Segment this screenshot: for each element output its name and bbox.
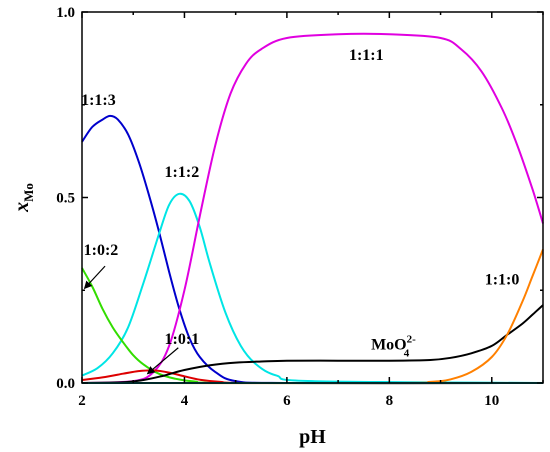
series-line-3 <box>81 32 544 384</box>
series-line-2 <box>81 192 544 384</box>
y-tick-label: 0.0 <box>56 376 75 392</box>
y-tick-label: 0.5 <box>56 191 75 207</box>
label-111: 1:1:1 <box>349 47 384 64</box>
plot-frame <box>81 11 544 384</box>
ticks-layer: 2 4 6 8 10 0.0 0.5 1.0 <box>56 5 544 409</box>
label-101: 1:0:1 <box>165 331 200 348</box>
label-moo4: MoO2-4 <box>371 334 416 360</box>
x-tick-label: 6 <box>283 393 291 409</box>
label-113: 1:1:3 <box>81 92 116 109</box>
label-112: 1:1:2 <box>165 164 200 181</box>
y-axis-title: xMo <box>11 183 36 213</box>
arrow-101 <box>146 347 179 375</box>
y-axis-title-main: x <box>11 202 33 213</box>
annotation-layer: 1:1:3 1:1:2 1:1:1 1:0:2 1:0:1 1:1:0 MoO2-4 <box>81 47 520 375</box>
series-line-1 <box>81 114 544 385</box>
x-axis-title: pH <box>299 426 326 448</box>
series-line-4 <box>81 267 544 385</box>
x-tick-label: 4 <box>181 393 189 409</box>
series-line-7 <box>81 249 544 385</box>
y-tick-label: 1.0 <box>56 5 75 21</box>
arrow-102 <box>83 265 106 290</box>
y-axis-title-sub: Mo <box>21 183 36 202</box>
series-layer <box>81 32 544 385</box>
x-tick-label: 2 <box>78 393 86 409</box>
x-tick-label: 8 <box>386 393 394 409</box>
label-110: 1:1:0 <box>485 272 520 289</box>
x-tick-label: 10 <box>484 393 499 409</box>
label-102: 1:0:2 <box>84 242 119 259</box>
